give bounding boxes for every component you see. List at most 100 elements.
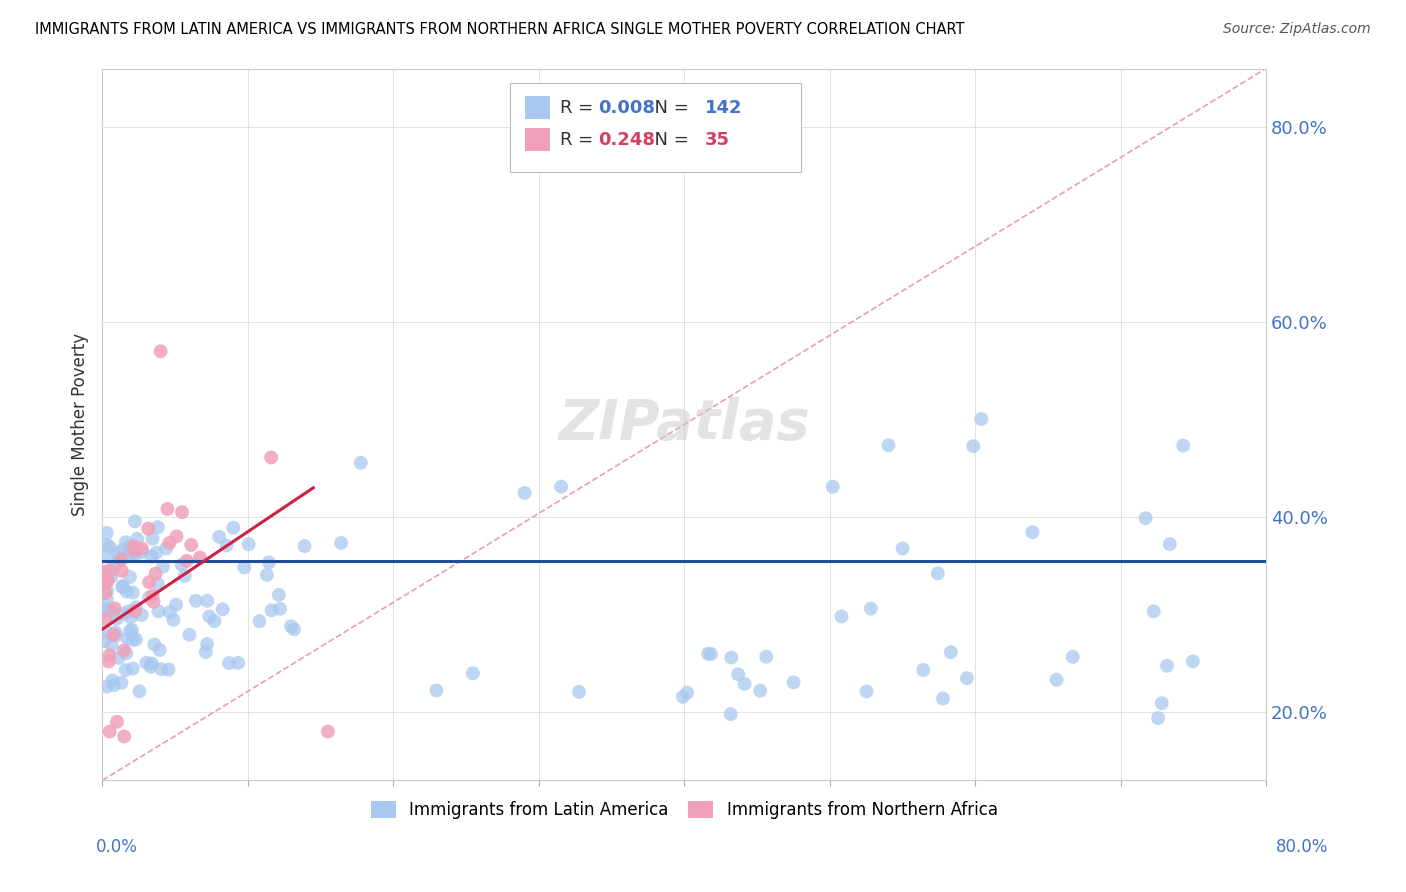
Point: [105, 714, 128, 729]
Point: [117, 632, 139, 646]
Point: [124, 604, 146, 618]
Point: [98, 724, 121, 739]
Point: [115, 584, 138, 599]
Point: [249, 614, 271, 628]
Point: [194, 645, 217, 659]
Point: [676, 685, 699, 699]
Point: [101, 673, 124, 688]
Point: [162, 613, 184, 627]
Point: [120, 610, 142, 624]
Point: [215, 539, 238, 553]
Point: [104, 625, 127, 640]
Point: [141, 657, 163, 671]
Point: [697, 647, 720, 661]
Point: [105, 629, 128, 643]
Point: [138, 575, 160, 590]
Point: [1062, 649, 1084, 664]
FancyBboxPatch shape: [524, 96, 550, 119]
Point: [1045, 673, 1067, 687]
Point: [118, 570, 141, 584]
Point: [461, 666, 484, 681]
Point: [195, 594, 218, 608]
Point: [145, 566, 167, 581]
Point: [1143, 604, 1166, 618]
Point: [131, 608, 153, 623]
Point: [550, 480, 572, 494]
Point: [141, 589, 163, 603]
Point: [103, 559, 125, 574]
Point: [927, 566, 949, 581]
Point: [145, 546, 167, 560]
Text: 0.008: 0.008: [598, 99, 655, 117]
Point: [139, 659, 162, 673]
Point: [782, 675, 804, 690]
Point: [970, 412, 993, 426]
Point: [1173, 439, 1195, 453]
Point: [96, 583, 118, 598]
Point: [118, 604, 141, 618]
Point: [96, 567, 118, 582]
Point: [136, 522, 159, 536]
Point: [121, 632, 143, 647]
Point: [100, 570, 122, 584]
Point: [118, 549, 141, 563]
Point: [112, 730, 135, 744]
Point: [912, 663, 935, 677]
Point: [94, 612, 117, 626]
Point: [110, 552, 132, 566]
Point: [176, 554, 198, 568]
Point: [1181, 654, 1204, 668]
Point: [283, 623, 305, 637]
Point: [146, 577, 169, 591]
Point: [700, 647, 723, 661]
Point: [188, 550, 211, 565]
Point: [98, 540, 121, 554]
FancyBboxPatch shape: [524, 128, 550, 151]
Point: [513, 486, 536, 500]
Point: [96, 549, 118, 564]
Point: [142, 595, 165, 609]
Point: [1021, 525, 1043, 540]
Point: [150, 662, 173, 676]
Point: [156, 502, 179, 516]
Point: [94, 586, 117, 600]
Point: [269, 601, 291, 615]
Point: [93, 604, 115, 618]
Point: [962, 439, 984, 453]
Point: [112, 607, 135, 621]
Point: [141, 549, 163, 564]
Point: [831, 609, 853, 624]
Point: [97, 574, 120, 589]
Point: [727, 667, 749, 681]
Point: [568, 685, 591, 699]
Point: [114, 663, 136, 677]
Y-axis label: Single Mother Poverty: Single Mother Poverty: [72, 333, 89, 516]
Point: [233, 560, 256, 574]
Point: [111, 579, 134, 593]
Point: [127, 532, 149, 546]
Point: [124, 515, 146, 529]
Point: [1159, 537, 1181, 551]
Point: [350, 456, 373, 470]
Point: [121, 623, 143, 637]
Point: [159, 605, 181, 619]
Point: [122, 585, 145, 599]
Point: [96, 625, 118, 640]
Point: [94, 574, 117, 589]
Point: [157, 663, 180, 677]
Point: [105, 612, 128, 626]
Point: [125, 632, 148, 647]
Point: [112, 643, 135, 657]
Text: N =: N =: [644, 131, 695, 149]
Point: [1156, 658, 1178, 673]
Point: [131, 545, 153, 559]
Point: [260, 603, 283, 617]
Point: [97, 655, 120, 669]
Point: [280, 619, 302, 633]
Point: [111, 564, 134, 578]
Legend: Immigrants from Latin America, Immigrants from Northern Africa: Immigrants from Latin America, Immigrant…: [364, 794, 1004, 825]
Point: [93, 634, 115, 648]
Point: [195, 637, 218, 651]
Point: [143, 637, 166, 651]
Point: [180, 538, 202, 552]
